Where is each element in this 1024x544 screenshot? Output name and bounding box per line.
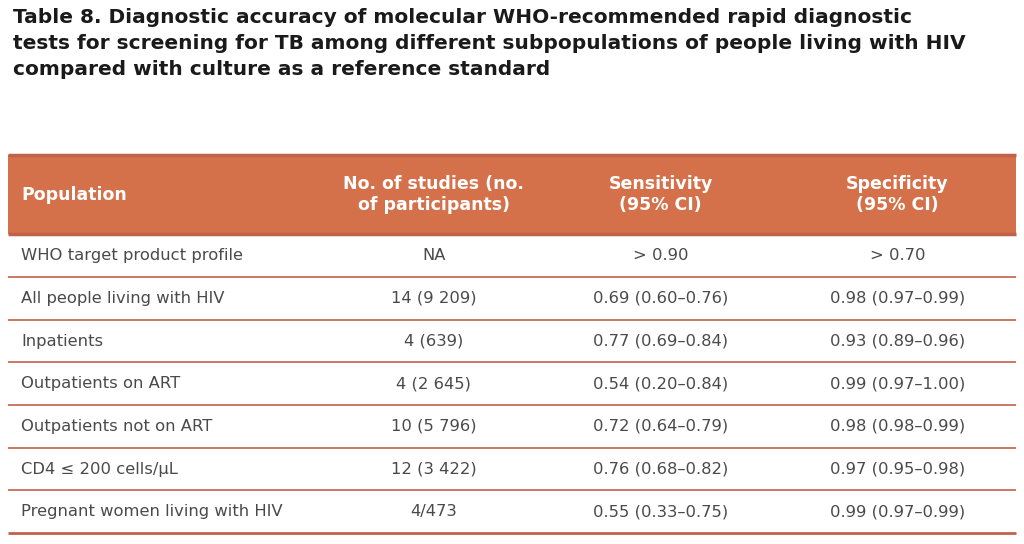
Text: Specificity
(95% CI): Specificity (95% CI) — [846, 175, 948, 214]
Text: Sensitivity
(95% CI): Sensitivity (95% CI) — [608, 175, 713, 214]
Text: > 0.70: > 0.70 — [869, 248, 925, 263]
Text: CD4 ≤ 200 cells/μL: CD4 ≤ 200 cells/μL — [22, 462, 178, 477]
Text: Population: Population — [22, 186, 127, 204]
Text: 10 (5 796): 10 (5 796) — [391, 419, 477, 434]
Text: WHO target product profile: WHO target product profile — [22, 248, 244, 263]
Text: 0.98 (0.97–0.99): 0.98 (0.97–0.99) — [829, 291, 965, 306]
Text: 12 (3 422): 12 (3 422) — [391, 462, 477, 477]
Text: 0.77 (0.69–0.84): 0.77 (0.69–0.84) — [593, 333, 728, 349]
Bar — [8, 362, 1016, 405]
Text: Table 8. Diagnostic accuracy of molecular WHO-recommended rapid diagnostic
tests: Table 8. Diagnostic accuracy of molecula… — [13, 8, 966, 79]
Text: All people living with HIV: All people living with HIV — [22, 291, 225, 306]
Text: 0.55 (0.33–0.75): 0.55 (0.33–0.75) — [593, 504, 728, 520]
Text: Outpatients on ART: Outpatients on ART — [22, 376, 180, 391]
Bar — [8, 320, 1016, 362]
Text: NA: NA — [422, 248, 445, 263]
Text: 4 (2 645): 4 (2 645) — [396, 376, 471, 391]
Text: 0.97 (0.95–0.98): 0.97 (0.95–0.98) — [829, 462, 965, 477]
Bar — [8, 277, 1016, 320]
Text: Pregnant women living with HIV: Pregnant women living with HIV — [22, 504, 283, 520]
Text: 4 (639): 4 (639) — [404, 333, 464, 349]
Bar — [8, 405, 1016, 448]
Text: No. of studies (no.
of participants): No. of studies (no. of participants) — [343, 175, 524, 214]
Text: Inpatients: Inpatients — [22, 333, 103, 349]
Text: Outpatients not on ART: Outpatients not on ART — [22, 419, 213, 434]
Bar — [8, 234, 1016, 277]
Bar — [8, 491, 1016, 533]
Text: 0.98 (0.98–0.99): 0.98 (0.98–0.99) — [829, 419, 965, 434]
Text: 0.72 (0.64–0.79): 0.72 (0.64–0.79) — [593, 419, 728, 434]
Bar — [8, 155, 1016, 234]
Text: > 0.90: > 0.90 — [633, 248, 688, 263]
Text: 0.69 (0.60–0.76): 0.69 (0.60–0.76) — [593, 291, 728, 306]
Text: 4/473: 4/473 — [411, 504, 458, 520]
Text: 0.99 (0.97–1.00): 0.99 (0.97–1.00) — [829, 376, 965, 391]
Text: 14 (9 209): 14 (9 209) — [391, 291, 477, 306]
Text: 0.99 (0.97–0.99): 0.99 (0.97–0.99) — [829, 504, 965, 520]
Text: 0.54 (0.20–0.84): 0.54 (0.20–0.84) — [593, 376, 728, 391]
Text: 0.76 (0.68–0.82): 0.76 (0.68–0.82) — [593, 462, 728, 477]
Bar — [8, 448, 1016, 491]
Text: 0.93 (0.89–0.96): 0.93 (0.89–0.96) — [829, 333, 965, 349]
